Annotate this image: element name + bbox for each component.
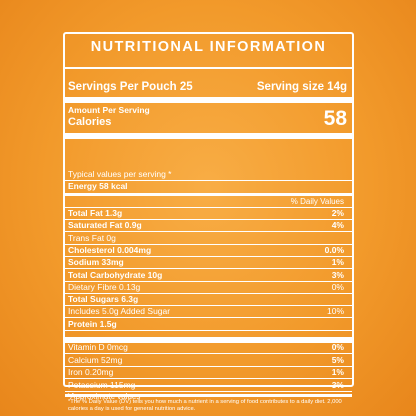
daily-value: 2% bbox=[331, 208, 344, 218]
nutrient-label: Vitamin D 0mcg bbox=[68, 342, 128, 352]
divider-thick bbox=[65, 97, 352, 103]
divider bbox=[65, 207, 352, 208]
nutrient-row: Sodium 33mg 1% bbox=[65, 256, 352, 268]
daily-value: 0.0% bbox=[324, 244, 344, 255]
nutrient-label: Dietary Fibre 0.13g bbox=[68, 281, 141, 292]
nutrient-label: Total Carbohydrate 10g bbox=[68, 269, 163, 280]
nutrient-label: Potassium 115mg bbox=[68, 379, 136, 390]
row-divider bbox=[65, 353, 352, 354]
nutrient-row: Dietary Fibre 0.13g 0% bbox=[65, 281, 352, 293]
daily-value: 5% bbox=[331, 354, 344, 365]
nutrition-panel: NUTRITIONAL INFORMATION Servings Per Pou… bbox=[63, 32, 354, 412]
nutrient-row: Trans Fat 0g bbox=[65, 232, 352, 244]
servings-row: Servings Per Pouch 25 Serving size 14g bbox=[68, 81, 347, 93]
row-divider bbox=[65, 329, 352, 331]
serving-size: Serving size 14g bbox=[256, 81, 347, 93]
vitamin-row: Iron 0.20mg 1% bbox=[65, 366, 352, 378]
nutrient-label: Total Sugars 6.3g bbox=[68, 294, 139, 305]
nutrient-label: Calcium 52mg bbox=[68, 354, 123, 365]
vitamin-row: Potassium 115mg 3% bbox=[65, 379, 352, 391]
daily-value: 10% bbox=[326, 306, 344, 317]
row-divider bbox=[65, 292, 352, 294]
nutrient-row: Total Fat 1.3g 2% bbox=[65, 207, 352, 219]
daily-value: 0% bbox=[331, 281, 344, 292]
nutrition-facts-box: Servings Per Pouch 25 Serving size 14g A… bbox=[65, 67, 352, 412]
nutrient-row: Total Carbohydrate 10g 3% bbox=[65, 269, 352, 281]
daily-values-header: % Daily Values bbox=[290, 197, 344, 206]
nutrient-label: Includes 5.0g Added Sugar bbox=[68, 306, 171, 317]
row-divider bbox=[65, 219, 352, 220]
typical-values-label: Typical values per serving * bbox=[68, 169, 172, 179]
nutrient-label: Protein 1.5g bbox=[68, 318, 117, 329]
calories-label: Calories bbox=[68, 116, 112, 128]
divider bbox=[65, 180, 352, 181]
nutrient-label: Trans Fat 0g bbox=[68, 232, 116, 243]
vitamin-row: Calcium 52mg 5% bbox=[65, 354, 352, 366]
daily-value: 3% bbox=[331, 269, 344, 280]
row-divider bbox=[65, 243, 352, 245]
row-divider bbox=[65, 231, 352, 233]
nutrient-label: Total Fat 1.3g bbox=[68, 208, 123, 218]
divider bbox=[65, 394, 352, 397]
nutrient-label: Cholesterol 0.004mg bbox=[68, 244, 152, 255]
servings-per-pouch: Servings Per Pouch 25 bbox=[68, 81, 193, 93]
daily-value: 1% bbox=[331, 257, 344, 268]
divider-thick bbox=[65, 337, 352, 343]
amount-per-serving: Amount Per Serving bbox=[68, 105, 150, 115]
nutrient-row: Cholesterol 0.004mg 0.0% bbox=[65, 244, 352, 256]
approximate-values-note: *Approximate values bbox=[67, 392, 141, 401]
daily-value-footnote: *The % Daily Value (DV) tells you how mu… bbox=[68, 399, 342, 412]
nutrient-row: Saturated Fat 0.9g 4% bbox=[65, 219, 352, 231]
nutrient-label: Sodium 33mg bbox=[68, 257, 124, 268]
calories-value: 58 bbox=[323, 107, 347, 130]
row-divider bbox=[65, 255, 352, 257]
row-divider bbox=[65, 280, 352, 282]
nutrient-row: Protein 1.5g bbox=[65, 318, 352, 330]
daily-value: 4% bbox=[331, 220, 344, 231]
row-divider bbox=[65, 390, 352, 392]
divider bbox=[65, 193, 352, 196]
energy-value: Energy 58 kcal bbox=[68, 181, 128, 191]
nutrient-label: Saturated Fat 0.9g bbox=[68, 220, 142, 231]
nutrient-row: Total Sugars 6.3g bbox=[65, 293, 352, 305]
daily-value: 0% bbox=[331, 342, 344, 352]
daily-value: 3% bbox=[331, 379, 344, 390]
row-divider bbox=[65, 268, 352, 270]
row-divider bbox=[65, 305, 352, 307]
row-divider bbox=[65, 365, 352, 367]
divider-thick bbox=[65, 133, 352, 139]
panel-title: NUTRITIONAL INFORMATION bbox=[90, 39, 327, 55]
nutrient-label: Iron 0.20mg bbox=[68, 367, 114, 378]
vitamin-row: Vitamin D 0mcg 0% bbox=[65, 341, 352, 353]
row-divider bbox=[65, 378, 352, 380]
daily-value: 1% bbox=[331, 367, 344, 378]
nutrient-row: Includes 5.0g Added Sugar 10% bbox=[65, 305, 352, 317]
row-divider bbox=[65, 317, 352, 319]
